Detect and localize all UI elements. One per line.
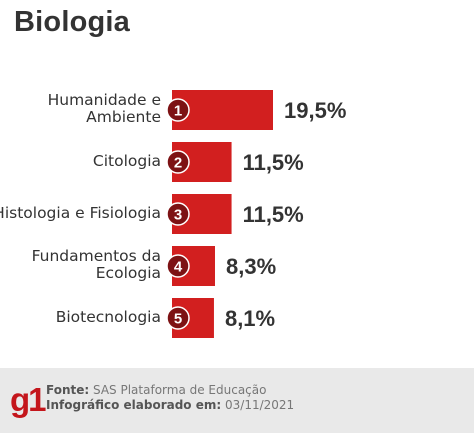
- value-label-2: 11,5%: [243, 150, 304, 175]
- category-label-4: Fundamentos da Ecologia: [32, 248, 161, 282]
- category-label-line: Ecologia: [95, 264, 161, 282]
- category-label-2: Citologia: [92, 151, 161, 170]
- credit-label: Infográfico elaborado em:: [46, 398, 222, 412]
- source-block: Fonte: SAS Plataforma de Educação Infogr…: [46, 383, 294, 413]
- rank-number-4: 4: [174, 259, 183, 276]
- rank-badge-4: [166, 254, 190, 278]
- chart-title: Biologia: [14, 6, 130, 38]
- category-label-line: Histologia e Fisiologia: [0, 203, 161, 222]
- category-label-line: Fundamentos da: [31, 247, 161, 265]
- footer: g1 Fonte: SAS Plataforma de Educação Inf…: [0, 368, 474, 433]
- value-label-5: 8,1%: [225, 306, 275, 331]
- g1-logo: g1: [10, 381, 46, 418]
- value-label-4: 8,3%: [226, 254, 276, 279]
- category-label-line: Biotecnologia: [55, 307, 161, 326]
- category-label-5: Biotecnologia: [55, 307, 161, 326]
- value-label-3: 11,5%: [243, 202, 304, 227]
- category-label-line: Ambiente: [86, 108, 161, 126]
- rank-badge-5: [166, 306, 190, 330]
- bar-chart: 1 19,5% 2 11,5% 3 11,5% 4 8,3% 5 8,1%: [166, 90, 346, 338]
- rank-badge-2: [166, 150, 190, 174]
- rank-badge-3: [166, 202, 190, 226]
- rank-number-3: 3: [174, 207, 182, 224]
- category-label-1: Humanidade e Ambiente: [48, 92, 161, 126]
- rank-number-1: 1: [174, 103, 182, 120]
- source-text: SAS Plataforma de Educação: [93, 383, 267, 397]
- rank-number-2: 2: [174, 155, 182, 172]
- rank-badge-1: [166, 98, 190, 122]
- source-label: Fonte:: [46, 383, 90, 397]
- category-label-line: Humanidade e: [47, 91, 161, 109]
- category-label-3: Histologia e Fisiologia: [0, 203, 161, 222]
- value-label-1: 19,5%: [284, 98, 346, 123]
- credit-text: 03/11/2021: [225, 398, 295, 412]
- rank-number-5: 5: [174, 311, 182, 328]
- category-label-line: Citologia: [92, 151, 161, 170]
